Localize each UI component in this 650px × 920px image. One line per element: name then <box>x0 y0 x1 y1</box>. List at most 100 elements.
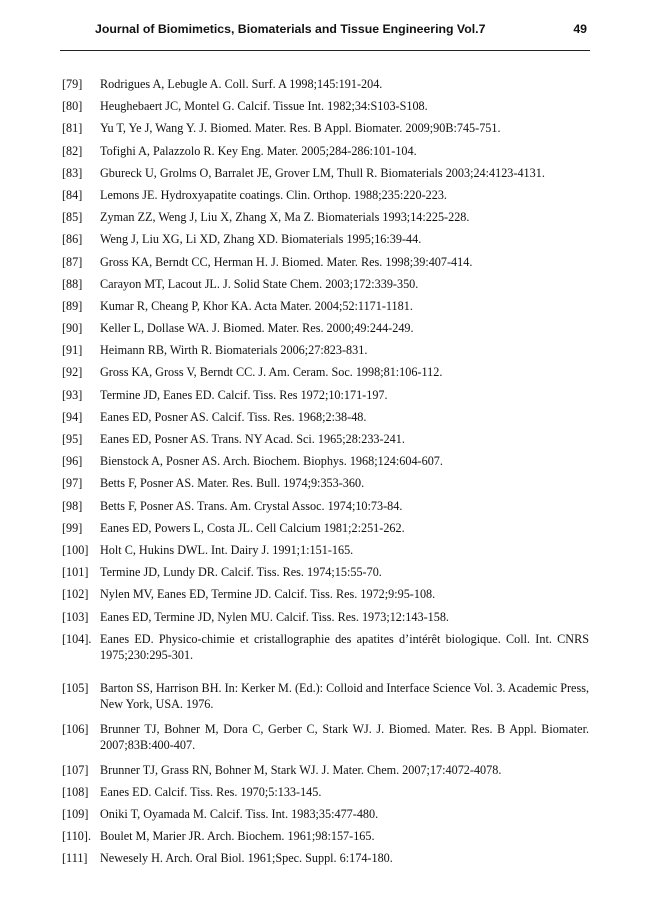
reference-item: [83] Gbureck U, Grolms O, Barralet JE, Gr… <box>62 165 589 182</box>
reference-text: Brunner TJ, Bohner M, Dora C, Gerber C, … <box>100 721 589 753</box>
reference-number: [83] <box>62 165 83 180</box>
reference-number: [94] <box>62 409 83 424</box>
reference-number: [91] <box>62 343 83 358</box>
reference-item: [81] Yu T, Ye J, Wang Y. J. Biomed. Mater… <box>62 120 589 137</box>
running-header: Journal of Biomimetics, Biomaterials and… <box>60 22 590 42</box>
reference-text: Termine JD, Lundy DR. Calcif. Tiss. Res.… <box>100 565 382 580</box>
reference-text: Keller L, Dollase WA. J. Biomed. Mater. … <box>100 321 414 336</box>
reference-item: [89] Kumar R, Cheang P, Khor KA. Acta Mat… <box>62 298 589 315</box>
reference-number: [97] <box>62 476 83 491</box>
reference-item: [102] Nylen MV, Eanes ED, Termine JD. Cal… <box>62 586 589 603</box>
reference-text: Eanes ED, Posner AS. Calcif. Tiss. Res. … <box>100 409 367 424</box>
reference-text: Weng J, Liu XG, Li XD, Zhang XD. Biomate… <box>100 232 422 247</box>
reference-number: [95] <box>62 432 83 446</box>
reference-text: Betts F, Posner AS. Trans. Am. Crystal A… <box>100 498 403 513</box>
reference-number: [96] <box>62 454 83 469</box>
reference-text: Zyman ZZ, Weng J, Liu X, Zhang X, Ma Z. … <box>100 210 470 225</box>
reference-text: Tofighi A, Palazzolo R. Key Eng. Mater. … <box>100 143 417 158</box>
reference-item: [109] Oniki T, Oyamada M. Calcif. Tiss. I… <box>62 806 589 823</box>
reference-number: [102] <box>62 587 89 602</box>
reference-item: [105] Barton SS, Harrison BH. In: Kerker … <box>62 680 589 713</box>
reference-item: [88] Carayon MT, Lacout JL. J. Solid Stat… <box>62 276 589 293</box>
reference-text: Kumar R, Cheang P, Khor KA. Acta Mater. … <box>100 298 413 313</box>
page-number: 49 <box>573 22 587 36</box>
reference-number: [92] <box>62 365 83 380</box>
reference-number: [80] <box>62 99 83 114</box>
reference-text: Barton SS, Harrison BH. In: Kerker M. (E… <box>100 680 589 712</box>
reference-text: Carayon MT, Lacout JL. J. Solid State Ch… <box>100 276 419 291</box>
reference-text: Newesely H. Arch. Oral Biol. 1961;Spec. … <box>100 851 393 866</box>
reference-number: [82] <box>62 143 83 158</box>
reference-text: Eanes ED, Powers L, Costa JL. Cell Calci… <box>100 520 405 535</box>
reference-number: [109] <box>62 807 89 822</box>
reference-item: [101] Termine JD, Lundy DR. Calcif. Tiss.… <box>62 564 589 581</box>
reference-item: [104]. Eanes ED. Physico-chimie et crista… <box>62 631 589 664</box>
reference-text: Eanes ED, Termine JD, Nylen MU. Calcif. … <box>100 609 449 624</box>
reference-text: Yu T, Ye J, Wang Y. J. Biomed. Mater. Re… <box>100 121 501 136</box>
reference-text: Termine JD, Eanes ED. Calcif. Tiss. Res … <box>100 387 388 402</box>
reference-item: [106] Brunner TJ, Bohner M, Dora C, Gerbe… <box>62 721 589 754</box>
reference-number: [93] <box>62 387 83 402</box>
reference-number: [86] <box>62 232 83 247</box>
reference-text: Holt C, Hukins DWL. Int. Dairy J. 1991;1… <box>100 542 354 557</box>
reference-text: Gbureck U, Grolms O, Barralet JE, Grover… <box>100 165 545 180</box>
reference-item: [80] Heughebaert JC, Montel G. Calcif. Ti… <box>62 98 589 115</box>
reference-item: [87] Gross KA, Berndt CC, Herman H. J. Bi… <box>62 254 589 271</box>
reference-text: Bienstock A, Posner AS. Arch. Biochem. B… <box>100 454 443 469</box>
reference-text: Nylen MV, Eanes ED, Termine JD. Calcif. … <box>100 587 436 602</box>
reference-number: [85] <box>62 210 83 225</box>
reference-number: [98] <box>62 498 83 513</box>
reference-number: [110]. <box>62 829 91 844</box>
reference-number: [84] <box>62 187 83 202</box>
header-divider <box>60 50 590 51</box>
reference-number: [103] <box>62 609 89 624</box>
reference-number: [105] <box>62 680 89 695</box>
reference-item: [100] Holt C, Hukins DWL. Int. Dairy J. 1… <box>62 542 589 559</box>
reference-item: [95] Eanes ED, Posner AS. Trans. NY Acad.… <box>62 431 589 448</box>
reference-text: Heughebaert JC, Montel G. Calcif. Tissue… <box>100 99 428 114</box>
reference-text: Eanes ED. Physico-chimie et cristallogra… <box>100 631 589 663</box>
reference-item: [97] Betts F, Posner AS. Mater. Res. Bull… <box>62 475 589 492</box>
reference-number: [89] <box>62 298 83 313</box>
reference-number: [79] <box>62 77 83 91</box>
reference-item: [93] Termine JD, Eanes ED. Calcif. Tiss. … <box>62 387 589 404</box>
reference-text: Lemons JE. Hydroxyapatite coatings. Clin… <box>100 187 447 202</box>
reference-item: [96] Bienstock A, Posner AS. Arch. Bioche… <box>62 453 589 470</box>
reference-item: [91] Heimann RB, Wirth R. Biomaterials 20… <box>62 342 589 359</box>
reference-item: [86] Weng J, Liu XG, Li XD, Zhang XD. Bio… <box>62 231 589 248</box>
reference-number: [111] <box>62 851 88 866</box>
reference-item: [85] Zyman ZZ, Weng J, Liu X, Zhang X, Ma… <box>62 209 589 226</box>
reference-text: Heimann RB, Wirth R. Biomaterials 2006;2… <box>100 343 368 358</box>
reference-text: Betts F, Posner AS. Mater. Res. Bull. 19… <box>100 476 365 491</box>
reference-item: [107] Brunner TJ, Grass RN, Bohner M, Sta… <box>62 762 589 779</box>
journal-title: Journal of Biomimetics, Biomaterials and… <box>95 22 486 36</box>
reference-number: [106] <box>62 721 89 736</box>
reference-text: Eanes ED, Posner AS. Trans. NY Acad. Sci… <box>100 432 405 446</box>
reference-item: [98] Betts F, Posner AS. Trans. Am. Cryst… <box>62 498 589 515</box>
reference-text: Brunner TJ, Grass RN, Bohner M, Stark WJ… <box>100 762 502 777</box>
reference-text: Boulet M, Marier JR. Arch. Biochem. 1961… <box>100 829 375 844</box>
reference-number: [81] <box>62 121 83 136</box>
reference-item: [111] Newesely H. Arch. Oral Biol. 1961;S… <box>62 850 589 867</box>
reference-text: Gross KA, Gross V, Berndt CC. J. Am. Cer… <box>100 365 443 380</box>
reference-text: Oniki T, Oyamada M. Calcif. Tiss. Int. 1… <box>100 807 379 822</box>
reference-item: [84] Lemons JE. Hydroxyapatite coatings. … <box>62 187 589 204</box>
reference-item: [90] Keller L, Dollase WA. J. Biomed. Mat… <box>62 320 589 337</box>
reference-text: Rodrigues A, Lebugle A. Coll. Surf. A 19… <box>100 77 383 91</box>
reference-number: [108] <box>62 784 89 799</box>
reference-list: [79] Rodrigues A, Lebugle A. Coll. Surf. … <box>62 76 589 873</box>
reference-text: Eanes ED. Calcif. Tiss. Res. 1970;5:133-… <box>100 784 322 799</box>
reference-number: [100] <box>62 542 89 557</box>
reference-item: [103] Eanes ED, Termine JD, Nylen MU. Cal… <box>62 609 589 626</box>
reference-number: [104]. <box>62 631 92 646</box>
reference-number: [107] <box>62 762 89 777</box>
reference-item: [99] Eanes ED, Powers L, Costa JL. Cell C… <box>62 520 589 537</box>
reference-number: [87] <box>62 254 83 269</box>
reference-number: [90] <box>62 321 83 336</box>
reference-number: [88] <box>62 276 83 291</box>
reference-item: [94] Eanes ED, Posner AS. Calcif. Tiss. R… <box>62 409 589 426</box>
reference-number: [99] <box>62 520 83 535</box>
reference-item: [108] Eanes ED. Calcif. Tiss. Res. 1970;5… <box>62 784 589 801</box>
reference-number: [101] <box>62 565 89 580</box>
reference-item: [82] Tofighi A, Palazzolo R. Key Eng. Mat… <box>62 143 589 160</box>
